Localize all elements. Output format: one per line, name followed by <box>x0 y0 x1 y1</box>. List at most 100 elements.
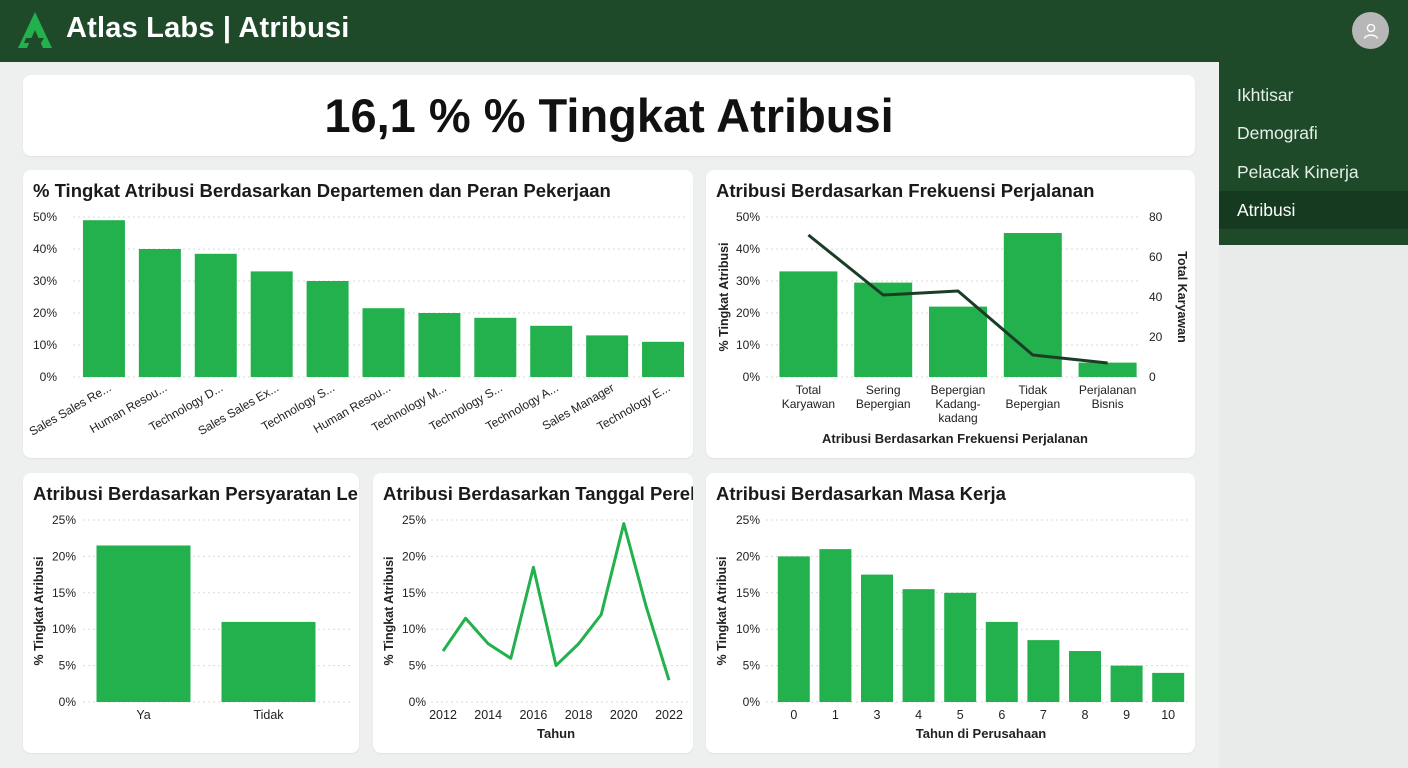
bar <box>777 556 810 702</box>
atlas-logo[interactable] <box>14 10 56 52</box>
user-avatar[interactable] <box>1352 12 1389 49</box>
sidebar: Ikhtisar Demografi Pelacak Kinerja Atrib… <box>1219 62 1408 245</box>
x-tick-label: Bepergian <box>1005 397 1060 411</box>
x-tick-label: 2012 <box>429 708 457 722</box>
y-tick-label: 0% <box>40 370 58 384</box>
y-tick-label: 20% <box>736 549 760 563</box>
sidebar-item-ikhtisar[interactable]: Ikhtisar <box>1237 85 1294 105</box>
y-tick-label: 50% <box>33 210 57 224</box>
bar <box>1110 665 1143 702</box>
x-tick-label: 1 <box>832 708 839 722</box>
bar <box>1152 672 1185 702</box>
chart-title: Atribusi Berdasarkan Frekuensi Perjalana… <box>716 180 1095 201</box>
y-tick-label: 50% <box>736 210 760 224</box>
chart-business-travel: 0% 10% 20% 30% 40% 50% 0 20 40 60 80 % Tingkat Atri… <box>717 210 1189 446</box>
bar <box>82 220 125 377</box>
x-tick-label: 6 <box>998 708 1005 722</box>
y-tick-label: 40% <box>33 242 57 256</box>
y-tick-label: 10% <box>736 622 760 636</box>
x-tick-label: 9 <box>1123 708 1130 722</box>
y-tick-label: 20% <box>33 306 57 320</box>
y-tick-label: 15% <box>736 586 760 600</box>
sidebar-empty-area <box>1219 245 1408 768</box>
bar <box>306 281 349 377</box>
x-tick-label: Bepergian <box>856 397 911 411</box>
y-tick-label: 10% <box>402 622 426 636</box>
x-axis-title: Tahun di Perusahaan <box>916 726 1047 741</box>
x-tick-label: kadang <box>938 411 977 425</box>
y-tick-label: 20% <box>52 549 76 563</box>
x-axis-title: Tahun <box>537 726 575 741</box>
chart-title: Atribusi Berdasarkan Tanggal Perekrutan <box>383 483 693 504</box>
chart-department-role: 0%10%20%30%40%50%Sales Sales Re...Human … <box>27 210 688 439</box>
chart-overtime: 0% 5% 10% 15% 20% 25% % Tingkat Atribusi Ya Tida… <box>32 513 353 722</box>
x-tick-label: Sering <box>866 383 901 397</box>
series-line <box>441 522 671 681</box>
x-tick-label: 0 <box>790 708 797 722</box>
chart-title: % Tingkat Atribusi Berdasarkan Departeme… <box>33 180 611 201</box>
x-tick-label: Tidak <box>253 708 284 722</box>
bar <box>819 549 852 702</box>
x-tick-label: 2020 <box>610 708 638 722</box>
kpi-card: 16,1 % % Tingkat Atribusi <box>23 75 1195 156</box>
y-tick-label: 5% <box>59 659 77 673</box>
x-tick-label: 10 <box>1161 708 1175 722</box>
y2-tick-label: 80 <box>1149 210 1163 224</box>
chart-card-hire-date: Atribusi Berdasarkan Tanggal Perekrutan … <box>373 473 693 753</box>
y-tick-label: 10% <box>33 338 57 352</box>
y-tick-label: 20% <box>736 306 760 320</box>
y-axis-title: % Tingkat Atribusi <box>717 242 731 351</box>
chart-title: Atribusi Berdasarkan Masa Kerja <box>716 483 1006 504</box>
y-tick-label: 0% <box>59 695 77 709</box>
y2-tick-label: 20 <box>1149 330 1163 344</box>
y2-tick-label: 60 <box>1149 250 1163 264</box>
bar <box>929 306 987 377</box>
y-tick-label: 25% <box>52 513 76 527</box>
x-tick-label: Tidak <box>1018 383 1048 397</box>
chart-card-department: % Tingkat Atribusi Berdasarkan Departeme… <box>23 170 693 458</box>
bar <box>642 341 685 377</box>
app-title: Atlas Labs | Atribusi <box>66 12 350 44</box>
bar <box>902 589 935 702</box>
x-axis-title: Atribusi Berdasarkan Frekuensi Perjalana… <box>822 431 1088 446</box>
series-line <box>807 233 1108 365</box>
bar <box>944 592 977 702</box>
y-axis-title: % Tingkat Atribusi <box>382 556 396 665</box>
y-tick-label: 5% <box>409 659 427 673</box>
sidebar-item-demografi[interactable]: Demografi <box>1237 123 1318 143</box>
chart-card-tenure: Atribusi Berdasarkan Masa Kerja 0% 5% 10% 1… <box>706 473 1195 753</box>
x-tick-label: 2018 <box>565 708 593 722</box>
chart-title: Atribusi Berdasarkan Persyaratan Lembur <box>33 483 359 504</box>
sidebar-item-atribusi[interactable]: Atribusi <box>1219 191 1408 229</box>
chart-card-overtime: Atribusi Berdasarkan Persyaratan Lembur … <box>23 473 359 753</box>
x-tick-label: Perjalanan <box>1079 383 1136 397</box>
x-tick-label: 7 <box>1040 708 1047 722</box>
bar <box>194 253 237 377</box>
bar <box>530 325 573 377</box>
bar <box>418 313 461 377</box>
bar <box>779 271 838 377</box>
bar <box>474 317 517 377</box>
y-tick-label: 0% <box>743 695 761 709</box>
y-tick-label: 40% <box>736 242 760 256</box>
x-tick-label: 8 <box>1082 708 1089 722</box>
y2-tick-label: 40 <box>1149 290 1163 304</box>
x-tick-label: 2014 <box>474 708 502 722</box>
x-tick-label: Karyawan <box>782 397 835 411</box>
bar <box>586 335 629 377</box>
user-icon <box>1363 23 1378 39</box>
x-tick-label: 4 <box>915 708 922 722</box>
y-tick-label: 0% <box>743 370 761 384</box>
y2-tick-label: 0 <box>1149 370 1156 384</box>
x-tick-label: Kadang- <box>935 397 980 411</box>
sidebar-item-pelacak-kinerja[interactable]: Pelacak Kinerja <box>1237 162 1359 182</box>
bar <box>1003 233 1062 377</box>
bar <box>250 271 293 377</box>
y2-axis-title: Total Karyawan <box>1175 251 1189 342</box>
x-tick-label: 2016 <box>519 708 547 722</box>
bar <box>861 574 893 702</box>
y-tick-label: 15% <box>402 586 426 600</box>
x-tick-label: 2022 <box>655 708 683 722</box>
y-tick-label: 30% <box>33 274 57 288</box>
y-tick-label: 0% <box>409 695 427 709</box>
